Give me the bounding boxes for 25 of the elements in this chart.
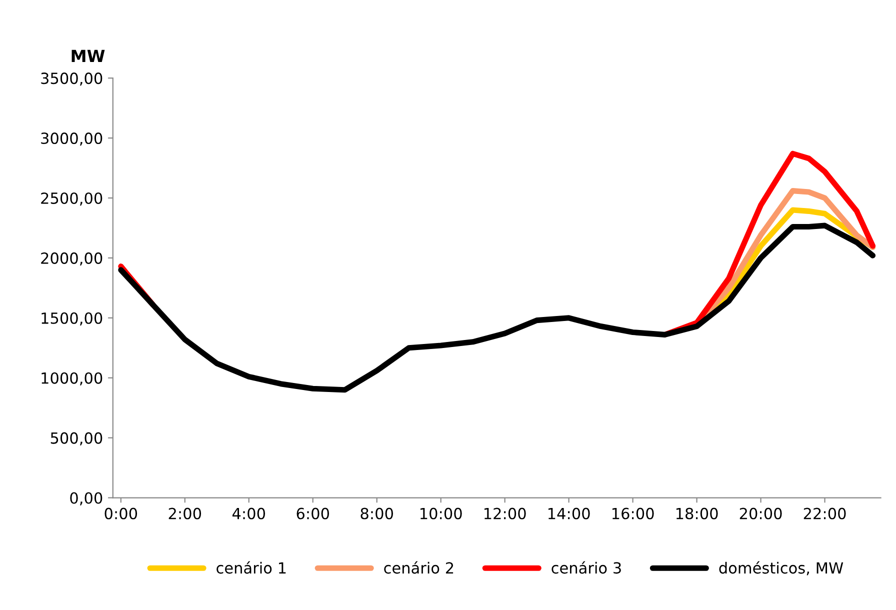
y-tick-label: 0,00 [70, 492, 102, 506]
x-tick-label: 8:00 [360, 508, 393, 520]
y-tick-label: 3000,00 [41, 132, 102, 146]
y-tick-label: 2500,00 [41, 192, 102, 206]
x-tick-label: 10:00 [420, 508, 462, 520]
x-tick-label: 22:00 [804, 508, 846, 520]
x-tick-label: 20:00 [740, 508, 782, 520]
y-tick-label: 1000,00 [42, 372, 102, 386]
x-tick-label: 4:00 [232, 508, 266, 520]
y-tick-label: 1500,00 [42, 312, 102, 326]
y-tick-label: 3500,00 [41, 72, 102, 86]
x-tick-label: 6:00 [296, 508, 329, 520]
y-tick-label: 500,00 [50, 432, 102, 446]
x-tick-label: 0:00 [104, 508, 138, 520]
x-tick-label: 2:00 [168, 508, 202, 520]
legend-label: cenário 3 [552, 561, 621, 574]
y-tick-label: 2000,00 [41, 252, 102, 266]
x-tick-label: 14:00 [548, 508, 590, 520]
legend-label: cenário 2 [384, 561, 454, 574]
y-axis-title: MW [72, 50, 105, 62]
legend-label: domésticos, MW [719, 561, 844, 576]
x-tick-label: 18:00 [676, 508, 718, 520]
legend-label: cenário 1 [216, 561, 286, 574]
x-tick-label: 12:00 [484, 508, 526, 520]
x-tick-label: 16:00 [612, 508, 654, 520]
